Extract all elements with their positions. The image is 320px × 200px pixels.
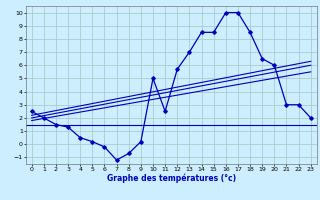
X-axis label: Graphe des températures (°c): Graphe des températures (°c) [107, 173, 236, 183]
